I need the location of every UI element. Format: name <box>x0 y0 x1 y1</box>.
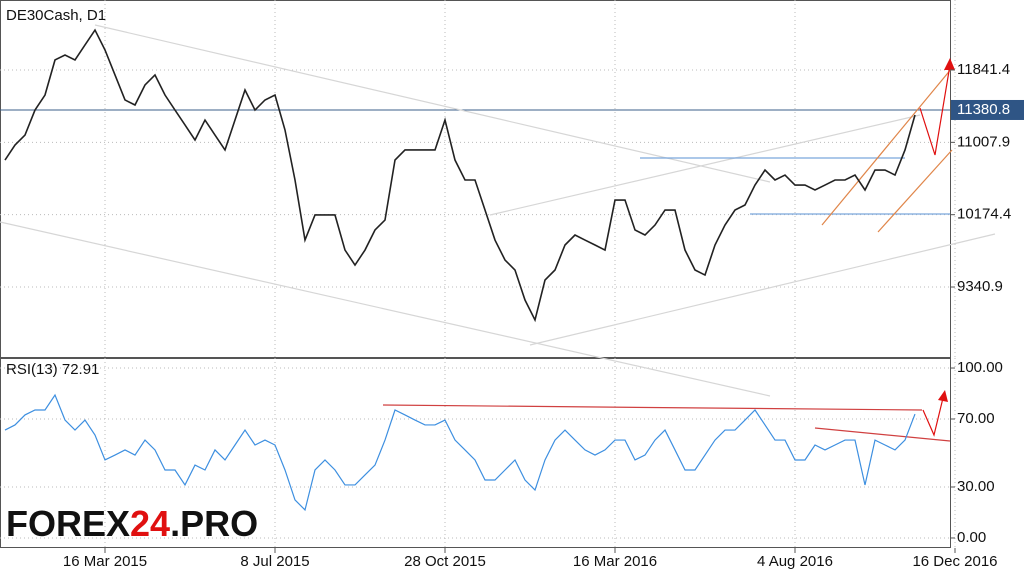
watermark-part: 24 <box>130 503 170 544</box>
rsi-trend-line <box>382 404 923 411</box>
y-tick-label: 100.00 <box>957 359 1003 376</box>
x-tick-label: 16 Dec 2016 <box>912 553 997 570</box>
arrow-head <box>944 58 955 70</box>
trend-lines <box>0 24 996 442</box>
x-tick-label: 16 Mar 2015 <box>63 553 147 570</box>
y-tick-label: 9340.9 <box>957 278 1003 295</box>
chart-title: DE30Cash, D1 <box>6 7 106 24</box>
rsi-title: RSI(13) 72.91 <box>6 361 99 378</box>
trend-line <box>529 233 996 346</box>
channel-line <box>821 67 953 226</box>
x-tick-label: 28 Oct 2015 <box>404 553 486 570</box>
series-line <box>4 28 916 323</box>
trend-line <box>0 221 771 397</box>
series-line <box>4 393 916 512</box>
forecast-arrow <box>919 64 951 156</box>
price-pane <box>0 0 951 358</box>
y-tick-label: 70.00 <box>957 410 995 427</box>
rsi-forecast-arrow <box>922 397 944 437</box>
x-tick-label: 16 Mar 2016 <box>573 553 657 570</box>
watermark-part: .PRO <box>170 503 258 544</box>
channel-line <box>877 149 953 233</box>
y-tick-label: 11007.9 <box>957 133 1010 150</box>
watermark: FOREX24.PRO <box>6 503 258 544</box>
x-tick-label: 8 Jul 2015 <box>240 553 309 570</box>
last-price-label: 11380.8 <box>957 101 1010 118</box>
y-tick-label: 0.00 <box>957 529 986 546</box>
y-tick-label: 11841.4 <box>957 61 1010 78</box>
watermark-part: FOREX <box>6 503 130 544</box>
y-tick-label: 10174.4 <box>957 206 1011 223</box>
rsi-trend-line <box>814 427 951 442</box>
y-tick-label: 30.00 <box>957 478 995 495</box>
rsi-pane <box>0 358 951 548</box>
x-tick-label: 4 Aug 2016 <box>757 553 833 570</box>
arrow-head <box>938 390 948 402</box>
trend-line <box>489 114 921 216</box>
trend-line <box>94 24 771 183</box>
last-price-box <box>951 99 1024 120</box>
